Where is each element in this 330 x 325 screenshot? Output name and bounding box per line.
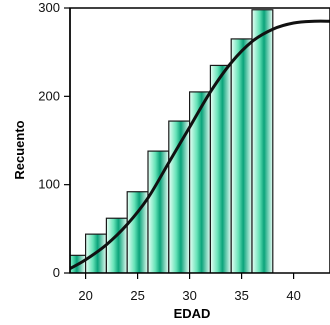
x-axis-label: EDAD — [174, 306, 211, 320]
y-tick-label-3: 200 — [38, 88, 60, 103]
y-axis-ticks: 0 100 200 300 — [38, 0, 70, 280]
histogram-bar-9 — [230, 38, 253, 273]
normal-curve-line — [70, 19, 330, 271]
bars-layer — [70, 9, 274, 273]
y-tick-label-2: 100 — [38, 177, 60, 192]
x-tick-label-2: 25 — [130, 288, 144, 303]
x-tick-label-1: 20 — [78, 288, 92, 303]
x-tick-label-4: 35 — [234, 288, 248, 303]
x-tick-label-3: 30 — [182, 288, 196, 303]
x-axis-ticks: 20 25 30 35 40 — [78, 273, 301, 303]
histogram-bar-8 — [209, 64, 232, 273]
y-axis-label: Recuento — [12, 120, 27, 179]
histogram-bar-10 — [251, 9, 274, 273]
y-tick-label-1: 0 — [53, 265, 60, 280]
x-tick-label-5: 40 — [286, 288, 300, 303]
y-tick-label-4: 300 — [38, 0, 60, 15]
